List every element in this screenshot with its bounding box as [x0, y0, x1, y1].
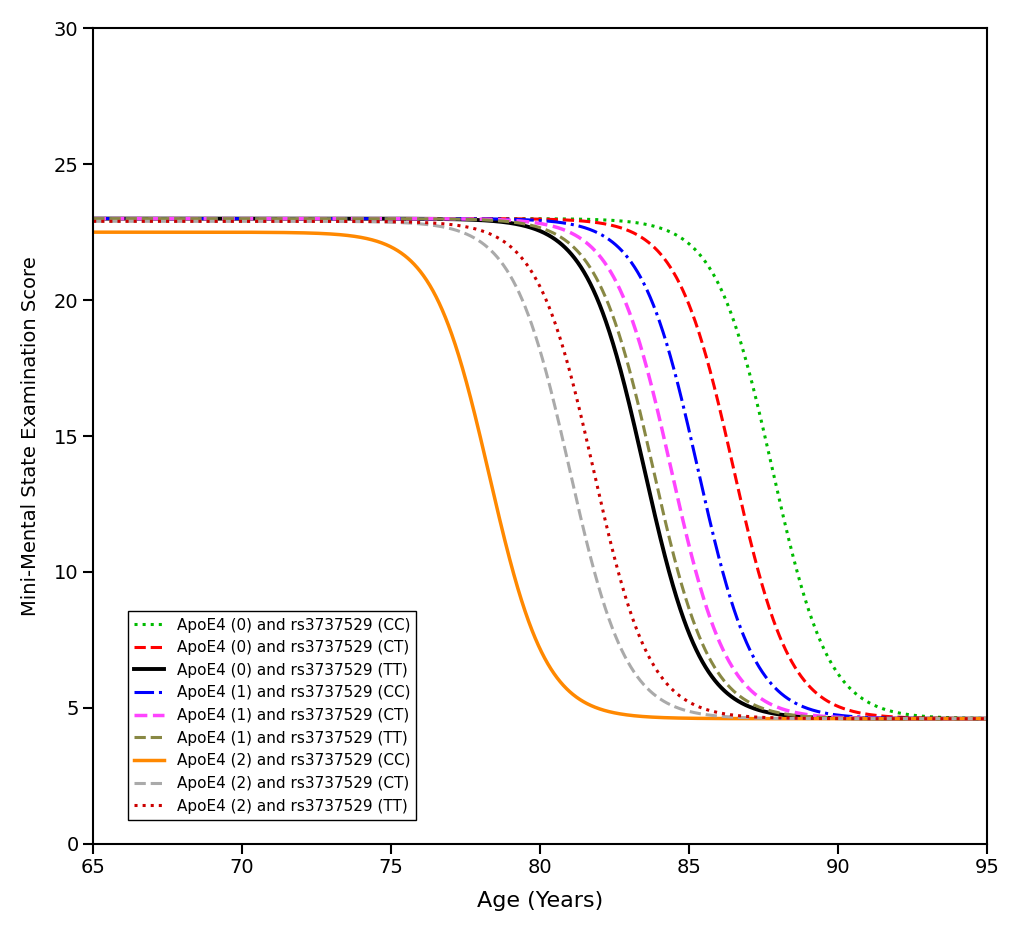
Legend: ApoE4 (0) and rs3737529 (CC), ApoE4 (0) and rs3737529 (CT), ApoE4 (0) and rs3737: ApoE4 (0) and rs3737529 (CC), ApoE4 (0) …	[127, 611, 416, 820]
Y-axis label: Mini-Mental State Examination Score: Mini-Mental State Examination Score	[20, 256, 40, 616]
X-axis label: Age (Years): Age (Years)	[476, 891, 602, 911]
